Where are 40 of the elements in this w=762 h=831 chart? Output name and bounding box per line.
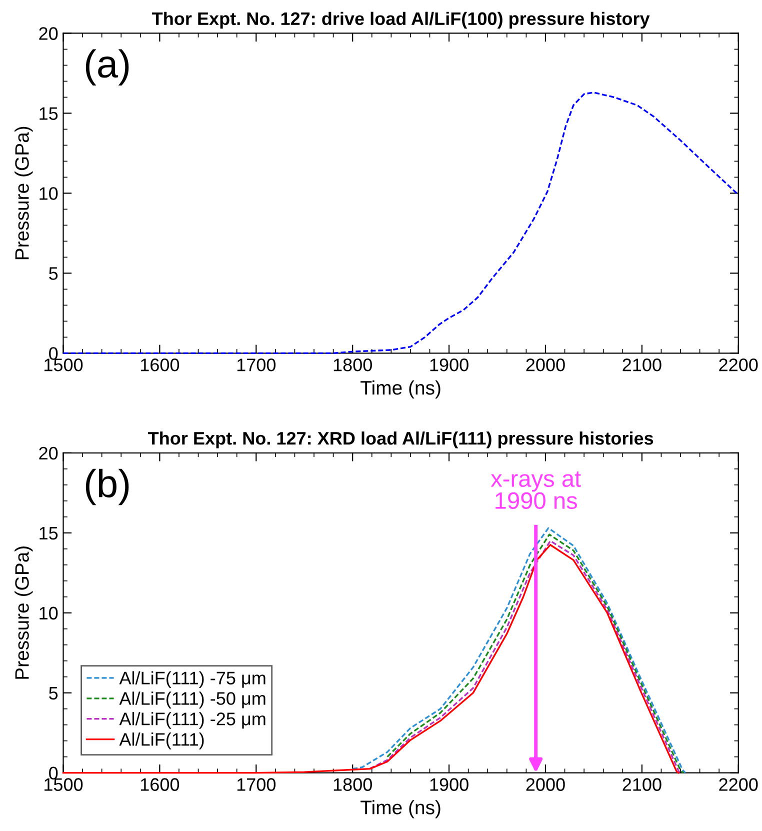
y-tick-label: 20 xyxy=(39,27,58,40)
y-axis-title: Pressure (GPa) xyxy=(14,546,33,679)
chart-title: Thor Expt. No. 127: XRD load Al/LiF(111) pressure histories xyxy=(148,431,654,448)
ref-line-label: x-rays at 1990 ns xyxy=(490,472,581,510)
y-tick-label: 10 xyxy=(40,606,58,620)
x-axis-title: Time (ns) xyxy=(360,800,440,818)
legend-label: Al/LiF(111) xyxy=(119,732,204,750)
x-tick-label: 2000 xyxy=(526,358,565,372)
y-axis-title: Pressure (GPa) xyxy=(14,126,33,260)
annotation: (b) xyxy=(86,468,129,506)
x-axis-title: Time (ns) xyxy=(360,380,440,399)
x-tick-label: 1500 xyxy=(44,778,83,791)
x-tick-label: 2200 xyxy=(719,778,758,791)
x-tick-label: 1700 xyxy=(237,778,276,791)
x-tick-label: 1600 xyxy=(140,358,180,372)
x-tick-label: 1600 xyxy=(140,778,180,791)
legend-label: Al/LiF(111) -75 μm xyxy=(119,671,266,688)
y-tick-label: 5 xyxy=(49,267,58,280)
y-tick-label: 20 xyxy=(39,446,58,460)
x-tick-label: 2100 xyxy=(622,358,662,372)
y-tick-label: 15 xyxy=(40,107,58,120)
legend-label: Al/LiF(111) -50 μm xyxy=(119,692,266,708)
x-tick-label: 2100 xyxy=(622,778,662,791)
x-tick-label: 1800 xyxy=(334,358,372,372)
legend-label: Al/LiF(111) -25 μm xyxy=(119,712,266,729)
chart-title: Thor Expt. No. 127: drive load Al/LiF(100) pressure history xyxy=(152,12,650,29)
x-tick-label: 1900 xyxy=(430,358,468,372)
x-tick-label: 2000 xyxy=(526,778,565,791)
x-tick-label: 1900 xyxy=(430,778,468,791)
y-tick-label: 5 xyxy=(49,686,58,700)
x-tick-label: 1500 xyxy=(44,358,83,372)
y-tick-label: 15 xyxy=(40,527,58,540)
y-tick-label: 10 xyxy=(40,187,58,200)
x-tick-label: 1700 xyxy=(237,358,276,372)
line-series xyxy=(62,544,680,774)
y-tick-label: 0 xyxy=(49,347,58,360)
x-tick-label: 2200 xyxy=(719,358,758,372)
y-tick-label: 0 xyxy=(49,766,58,780)
annotation: (a) xyxy=(86,49,129,86)
x-tick-label: 1800 xyxy=(334,778,372,791)
